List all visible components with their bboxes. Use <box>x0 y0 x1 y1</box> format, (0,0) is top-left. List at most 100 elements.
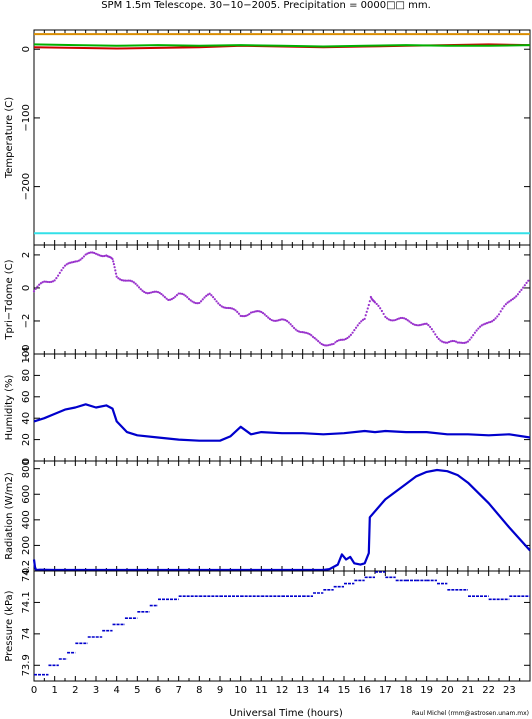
data-point <box>194 301 197 305</box>
y-tick-label: 800 <box>21 459 32 478</box>
panel-frame <box>33 570 531 682</box>
x-tick-label: 18 <box>400 685 413 696</box>
data-point <box>480 324 483 327</box>
data-point <box>356 324 359 327</box>
data-point <box>368 300 371 303</box>
data-point <box>522 286 525 289</box>
y-axis-label: Tpri−Tdome (C) <box>4 259 15 340</box>
x-tick-label: 19 <box>420 685 433 696</box>
data-point <box>337 339 340 342</box>
data-point <box>454 340 458 343</box>
data-point <box>212 296 215 299</box>
data-point <box>249 311 253 314</box>
data-point <box>292 326 296 330</box>
y-tick-label: 60 <box>21 390 32 403</box>
data-point <box>62 266 65 269</box>
data-point <box>155 290 158 293</box>
data-point <box>58 271 61 275</box>
data-point <box>167 298 170 302</box>
data-point <box>244 314 247 317</box>
data-point <box>50 280 53 283</box>
data-point <box>100 254 103 257</box>
series-line-2 <box>33 43 531 48</box>
y-tick-label: 74.1 <box>21 591 32 613</box>
data-point <box>336 339 339 343</box>
data-point <box>125 279 129 282</box>
data-point <box>91 251 94 254</box>
data-point <box>342 338 346 341</box>
data-point <box>527 279 530 282</box>
x-tick-label: 12 <box>276 685 289 696</box>
data-point <box>305 331 308 334</box>
data-point <box>98 254 101 257</box>
data-point <box>415 323 418 327</box>
x-tick-label: 5 <box>134 685 140 696</box>
data-point <box>193 301 196 304</box>
data-point <box>146 292 149 295</box>
data-point <box>272 319 275 322</box>
data-point <box>38 283 41 286</box>
data-point <box>181 292 184 295</box>
data-point <box>475 329 478 332</box>
data-point <box>358 322 361 325</box>
data-point <box>177 292 180 295</box>
x-tick-label: 13 <box>296 685 309 696</box>
data-point <box>389 319 392 322</box>
data-point <box>460 341 463 344</box>
data-point <box>69 261 72 264</box>
x-tick-label: 0 <box>31 685 37 696</box>
data-point <box>258 310 261 313</box>
data-point <box>484 322 487 325</box>
data-point <box>485 322 489 325</box>
data-point <box>103 254 106 258</box>
data-point <box>267 316 270 319</box>
x-tick-label: 11 <box>255 685 268 696</box>
data-point <box>189 299 192 302</box>
data-point <box>399 316 402 320</box>
data-point <box>446 341 449 344</box>
data-point <box>351 331 354 334</box>
data-point <box>236 310 239 313</box>
data-point <box>442 341 445 344</box>
data-point <box>208 292 211 295</box>
data-point <box>515 295 518 298</box>
data-point <box>403 317 406 320</box>
y-tick-label: 0 <box>21 46 32 52</box>
data-point <box>111 257 114 261</box>
data-point <box>410 321 413 324</box>
data-point <box>63 264 67 267</box>
data-point <box>360 320 363 323</box>
data-point <box>322 343 325 346</box>
data-point <box>296 329 299 332</box>
data-point <box>465 341 468 344</box>
data-point <box>437 337 440 340</box>
series-line-0 <box>32 468 531 572</box>
data-point <box>156 290 160 294</box>
data-point <box>232 308 235 311</box>
x-tick-label: 15 <box>338 685 351 696</box>
data-point <box>323 344 327 347</box>
data-point <box>478 325 482 328</box>
x-tick-label: 6 <box>155 685 161 696</box>
data-point <box>416 324 420 327</box>
data-point <box>44 280 48 283</box>
data-point <box>165 297 168 300</box>
data-point <box>284 319 287 322</box>
data-point <box>303 331 306 334</box>
y-axis-label: Temperature (C) <box>4 97 15 179</box>
data-point <box>96 253 99 256</box>
panel-0: 0 −100 −200 Temperature (C) <box>4 29 531 246</box>
data-point <box>136 284 139 287</box>
data-point <box>504 303 507 306</box>
data-point <box>213 298 216 301</box>
y-tick-label: 200 <box>21 536 32 555</box>
x-tick-label: 20 <box>441 685 454 696</box>
data-point <box>139 288 142 291</box>
data-point <box>503 305 506 308</box>
data-point <box>432 330 435 333</box>
x-tick-label: 17 <box>379 685 392 696</box>
data-point <box>187 297 191 301</box>
panel-frame <box>33 244 531 355</box>
data-point <box>163 296 166 299</box>
data-point <box>325 344 328 347</box>
